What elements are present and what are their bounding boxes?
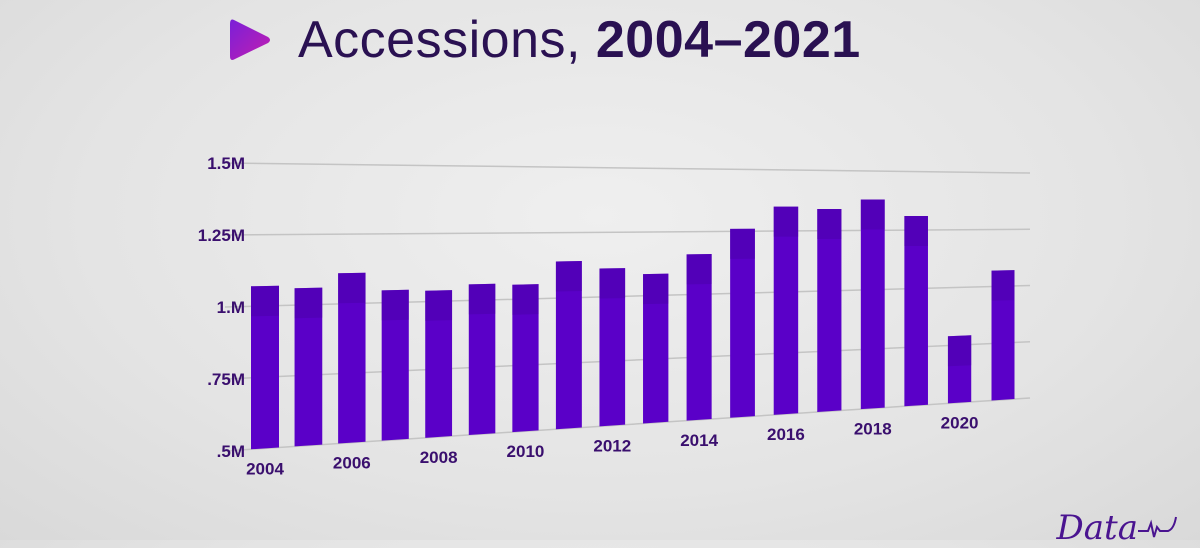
- bar-2004: [251, 285, 279, 450]
- bar-shade: [817, 209, 842, 240]
- bar-2007: [381, 289, 409, 441]
- x-tick-label: 2020: [941, 414, 979, 433]
- bar-2018: [860, 199, 885, 410]
- bar-2008: [425, 290, 453, 438]
- bar-shade: [904, 215, 928, 247]
- title-bold: 2004–2021: [595, 11, 861, 69]
- bar-2005: [294, 287, 323, 447]
- x-tick-label: 2008: [420, 448, 458, 467]
- bar-shade: [991, 270, 1015, 301]
- gridline: [224, 162, 1031, 174]
- y-tick-label: .75M: [207, 370, 245, 389]
- bar-shade: [947, 335, 972, 367]
- bar-shade: [599, 268, 626, 299]
- y-tick-label: 1.25M: [198, 226, 245, 245]
- gridline: [224, 397, 1031, 452]
- bar-2017: [817, 209, 842, 413]
- data-logo: Data: [1057, 508, 1178, 548]
- y-tick-label: .5M: [217, 442, 245, 461]
- bar-2012: [599, 268, 626, 427]
- bar-2015: [730, 228, 755, 418]
- bar-shade: [425, 290, 453, 321]
- bar-2006: [338, 272, 366, 444]
- bars: [251, 199, 1015, 450]
- gridline: [224, 228, 1031, 236]
- y-tick-label: 1.5M: [207, 154, 245, 173]
- x-tick-label: 2016: [767, 425, 805, 444]
- bar-2010: [512, 284, 539, 433]
- play-icon: [230, 19, 270, 60]
- x-tick-label: 2004: [246, 459, 284, 478]
- x-tick-label: 2010: [507, 442, 545, 461]
- title-regular: Accessions,: [298, 11, 596, 69]
- bar-shade: [686, 254, 712, 285]
- bar-shade: [468, 283, 496, 315]
- chart-title: Accessions, 2004–2021: [228, 8, 861, 72]
- bar-shade: [860, 199, 885, 230]
- heartbeat-icon: [1138, 516, 1177, 538]
- bar-2009: [468, 283, 496, 435]
- title-text: Accessions, 2004–2021: [298, 10, 861, 70]
- bar-2019: [904, 215, 928, 407]
- bar-2013: [643, 273, 669, 424]
- bar-shade: [730, 228, 755, 259]
- bar-shade: [381, 289, 409, 321]
- bar-shade: [294, 287, 323, 319]
- logo-text: Data: [1056, 508, 1138, 548]
- x-tick-label: 2018: [854, 419, 892, 438]
- x-tick-label: 2006: [333, 454, 371, 473]
- y-axis-labels: .5M .75M 1.M 1.25M 1.5M: [198, 154, 245, 461]
- x-axis-labels: 2004 2006 2008 2010 2012 2014 2016 2018 2020: [246, 414, 978, 479]
- bar-2011: [555, 261, 582, 430]
- bar-shade: [251, 285, 279, 317]
- bar-2016: [773, 206, 799, 415]
- bar-shade: [512, 284, 539, 315]
- x-tick-label: 2012: [593, 437, 631, 456]
- y-tick-label: 1.M: [217, 298, 245, 317]
- bar-shade: [555, 261, 582, 292]
- bar-2021: [991, 270, 1015, 401]
- x-tick-label: 2014: [680, 431, 718, 450]
- bar-shade: [773, 206, 799, 237]
- bar-2014: [686, 254, 712, 421]
- bar-shade: [338, 272, 366, 304]
- bar-shade: [643, 273, 669, 305]
